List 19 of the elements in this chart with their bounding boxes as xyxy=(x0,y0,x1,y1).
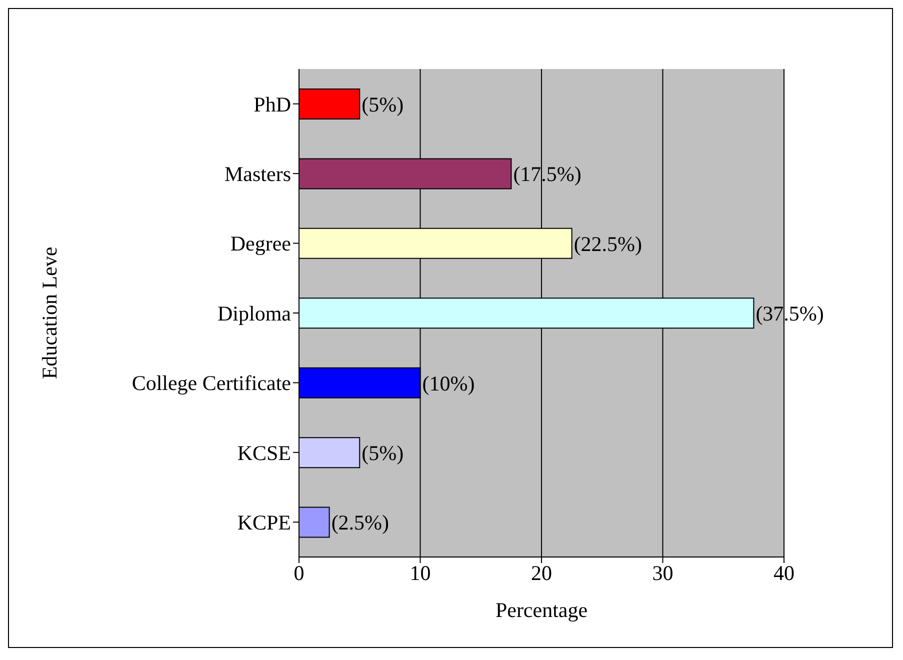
y-tick-label: College Certificate xyxy=(132,371,291,396)
y-tick-label: KCSE xyxy=(237,440,291,465)
x-tick-label: 0 xyxy=(294,560,304,585)
x-tick-label: 20 xyxy=(531,560,552,585)
data-label: (5%) xyxy=(362,441,404,466)
x-tick-label: 10 xyxy=(410,560,431,585)
y-tick-label: KCPE xyxy=(237,510,291,535)
y-tick-label: Degree xyxy=(230,232,291,256)
y-tick-label: Diploma xyxy=(218,301,292,326)
data-label: (10%) xyxy=(422,371,475,396)
data-label: (5%) xyxy=(362,92,404,116)
y-tick-label: PhD xyxy=(254,92,291,116)
x-tick-label: 40 xyxy=(774,560,794,585)
data-label: (22.5%) xyxy=(574,232,642,256)
x-axis-title: Percentage xyxy=(495,598,588,622)
data-label: (2.5%) xyxy=(331,510,390,535)
y-tick-label: Masters xyxy=(224,162,291,186)
x-tick-label: 30 xyxy=(652,560,674,585)
y-axis-title: Education Leve xyxy=(37,246,62,380)
